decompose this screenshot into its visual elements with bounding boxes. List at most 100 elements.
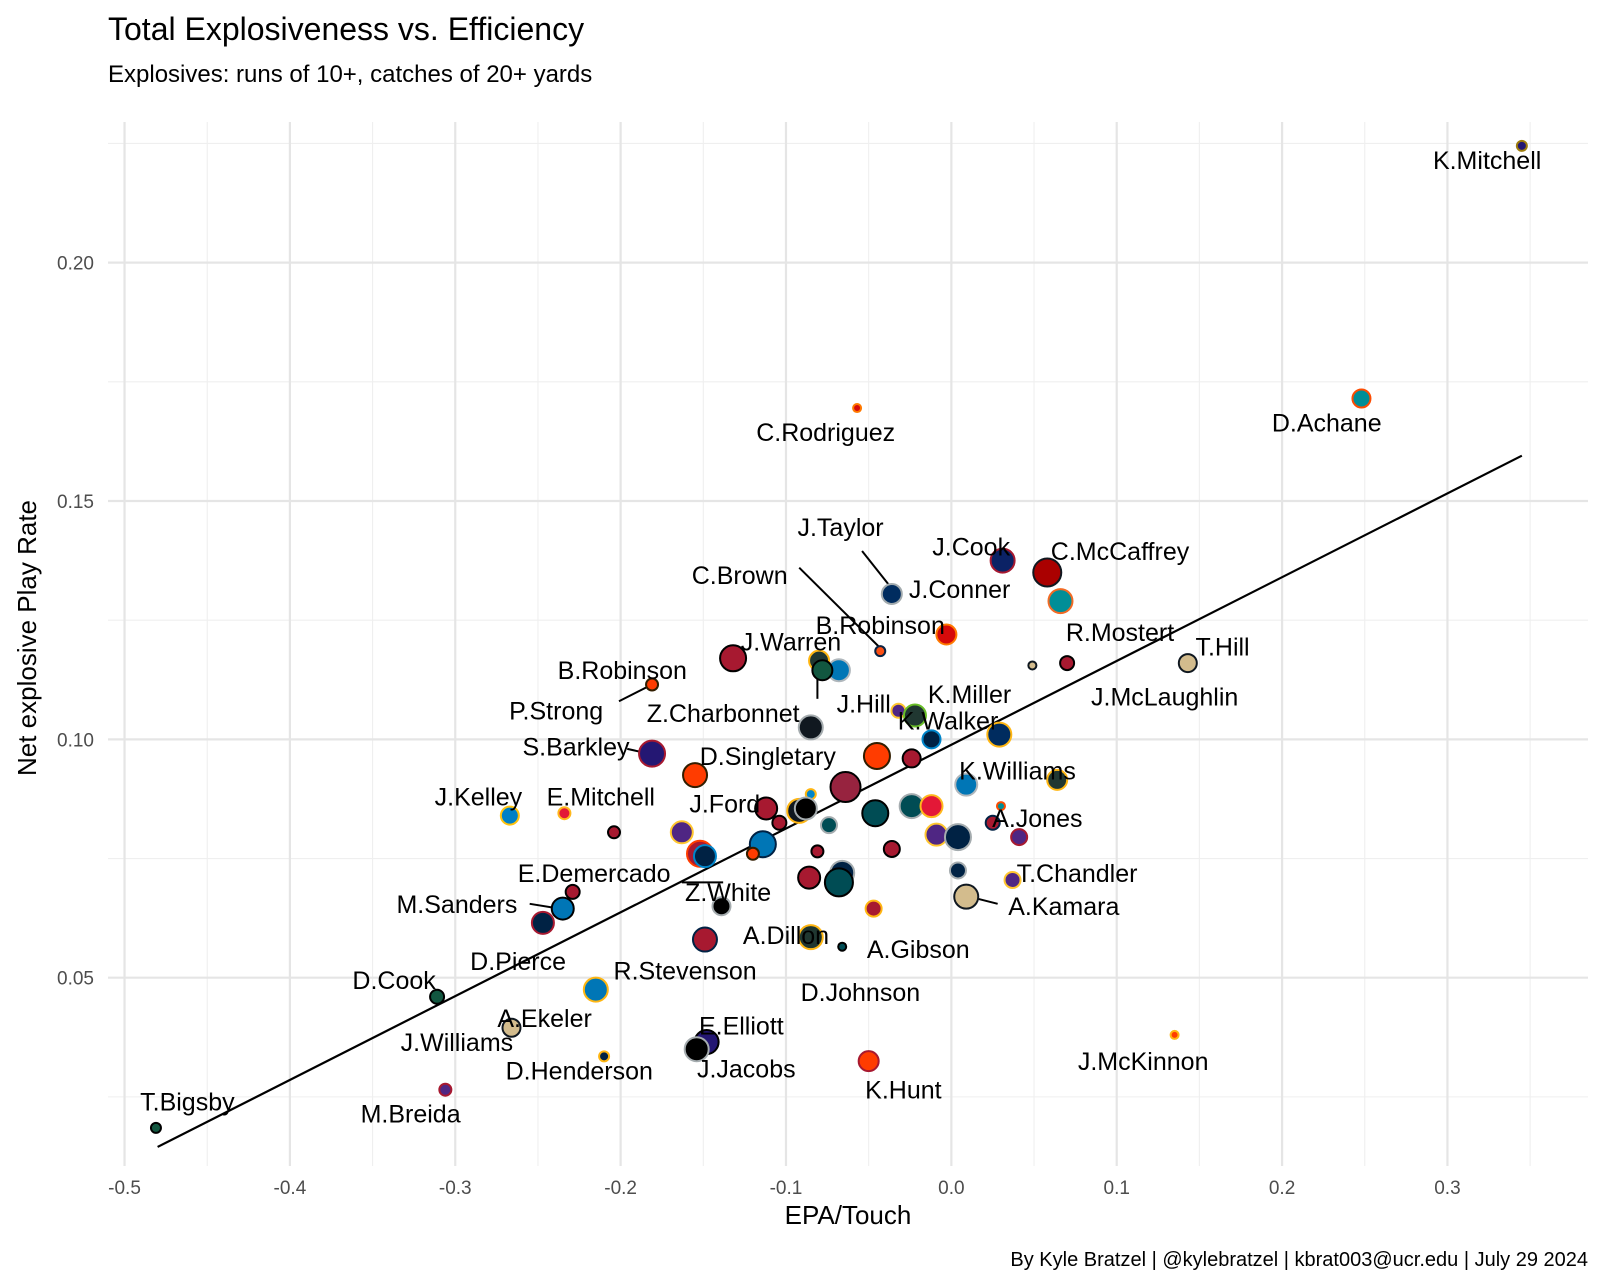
data-point: [989, 547, 1016, 574]
data-point: [550, 896, 575, 921]
data-point: [793, 796, 818, 821]
data-point: [1046, 768, 1069, 791]
y-tick-label: 0.10: [57, 730, 94, 751]
data-point: [986, 721, 1013, 748]
chart-title: Total Explosiveness vs. Efficiency: [108, 11, 584, 47]
point-label: Z.Charbonnet: [647, 700, 800, 728]
point-label: E.Elliott: [699, 1012, 784, 1040]
point-label: P.Strong: [509, 698, 603, 726]
data-point: [864, 899, 883, 918]
point-label: Z.White: [685, 879, 771, 907]
point-label: R.Stevenson: [614, 958, 757, 986]
data-point: [1177, 653, 1198, 674]
data-point: [829, 771, 862, 804]
data-point: [692, 844, 717, 869]
point-label: M.Breida: [361, 1101, 461, 1129]
point-label: T.Hill: [1195, 633, 1249, 661]
data-point: [530, 910, 555, 935]
data-point: [1003, 870, 1022, 889]
data-point: [943, 823, 972, 852]
point-label: D.Achane: [1272, 409, 1382, 437]
data-point: [902, 703, 927, 728]
point-label: C.Rodriguez: [756, 419, 895, 447]
x-tick-label: 0.3: [1434, 1178, 1460, 1199]
point-label: J.Ford: [689, 791, 760, 819]
data-point: [1010, 828, 1029, 847]
data-point: [1027, 660, 1038, 671]
chart-subtitle: Explosives: runs of 10+, catches of 20+ …: [108, 61, 592, 88]
point-label: J.Taylor: [797, 514, 883, 542]
point-label: D.Henderson: [506, 1058, 653, 1086]
data-point: [1047, 588, 1074, 615]
data-point: [711, 896, 732, 917]
point-label: T.Bigsby: [140, 1089, 235, 1117]
grid-lines: [108, 122, 1588, 1166]
x-tick-label: 0.0: [938, 1178, 964, 1199]
data-point: [880, 582, 903, 605]
data-point: [557, 806, 572, 821]
data-point: [429, 988, 446, 1005]
point-label: E.Mitchell: [547, 784, 655, 812]
point-label: A.Jones: [992, 805, 1082, 833]
point-label: J.McLaughlin: [1091, 683, 1238, 711]
point-label: J.McKinnon: [1078, 1048, 1209, 1076]
y-axis-ticks: 0.05 0.10 0.15 0.20: [57, 254, 94, 990]
x-tick-label: -0.5: [108, 1178, 141, 1199]
data-point: [797, 924, 824, 951]
data-point: [919, 794, 944, 819]
data-point: [1169, 1029, 1180, 1040]
x-axis-label: EPA/Touch: [785, 1200, 912, 1230]
x-tick-label: -0.1: [770, 1178, 803, 1199]
x-tick-label: 0.2: [1269, 1178, 1295, 1199]
data-point: [874, 645, 887, 658]
point-label: C.Brown: [692, 562, 788, 590]
data-point: [823, 867, 854, 898]
data-point: [771, 814, 788, 831]
data-point: [954, 772, 979, 797]
data-point: [438, 1082, 453, 1097]
data-point: [499, 805, 520, 826]
data-point: [984, 814, 1001, 831]
point-label: S.Barkley: [522, 733, 629, 761]
data-point: [901, 748, 922, 769]
x-tick-label: -0.2: [604, 1178, 637, 1199]
point-label: B.Robinson: [816, 612, 945, 640]
data-points: [149, 139, 1528, 1134]
point-label: K.Mitchell: [1433, 147, 1541, 175]
data-point: [719, 644, 748, 673]
data-point: [819, 816, 838, 835]
point-label: K.Walker: [898, 707, 998, 735]
data-point: [645, 677, 660, 692]
y-tick-label: 0.20: [57, 254, 94, 275]
point-label: D.Pierce: [470, 948, 566, 976]
data-point: [882, 839, 901, 858]
point-label: D.Singletary: [700, 743, 837, 771]
data-point: [1351, 388, 1372, 409]
data-point: [948, 861, 967, 880]
label-leader-line: [798, 567, 880, 648]
data-point: [797, 865, 822, 890]
point-label: K.Hunt: [865, 1077, 941, 1105]
data-point: [754, 796, 779, 821]
point-label: J.Williams: [401, 1029, 514, 1057]
point-label: J.Kelley: [435, 784, 523, 812]
data-point: [149, 1121, 162, 1134]
x-tick-label: -0.4: [274, 1178, 307, 1199]
data-point: [501, 1017, 522, 1038]
data-point: [797, 714, 824, 741]
data-point: [924, 822, 949, 847]
data-point: [1059, 655, 1076, 672]
point-label: E.Demercado: [518, 860, 671, 888]
y-tick-label: 0.15: [57, 492, 94, 513]
point-label: A.Gibson: [867, 936, 970, 964]
data-point: [810, 844, 825, 859]
data-point: [1515, 139, 1528, 152]
label-leader-lines: [529, 550, 998, 910]
point-label: K.Williams: [959, 757, 1076, 785]
data-point: [857, 1050, 880, 1073]
data-point: [745, 846, 760, 861]
point-label: T.Chandler: [1017, 860, 1138, 888]
data-point: [921, 729, 942, 750]
point-label: K.Miller: [928, 681, 1011, 709]
